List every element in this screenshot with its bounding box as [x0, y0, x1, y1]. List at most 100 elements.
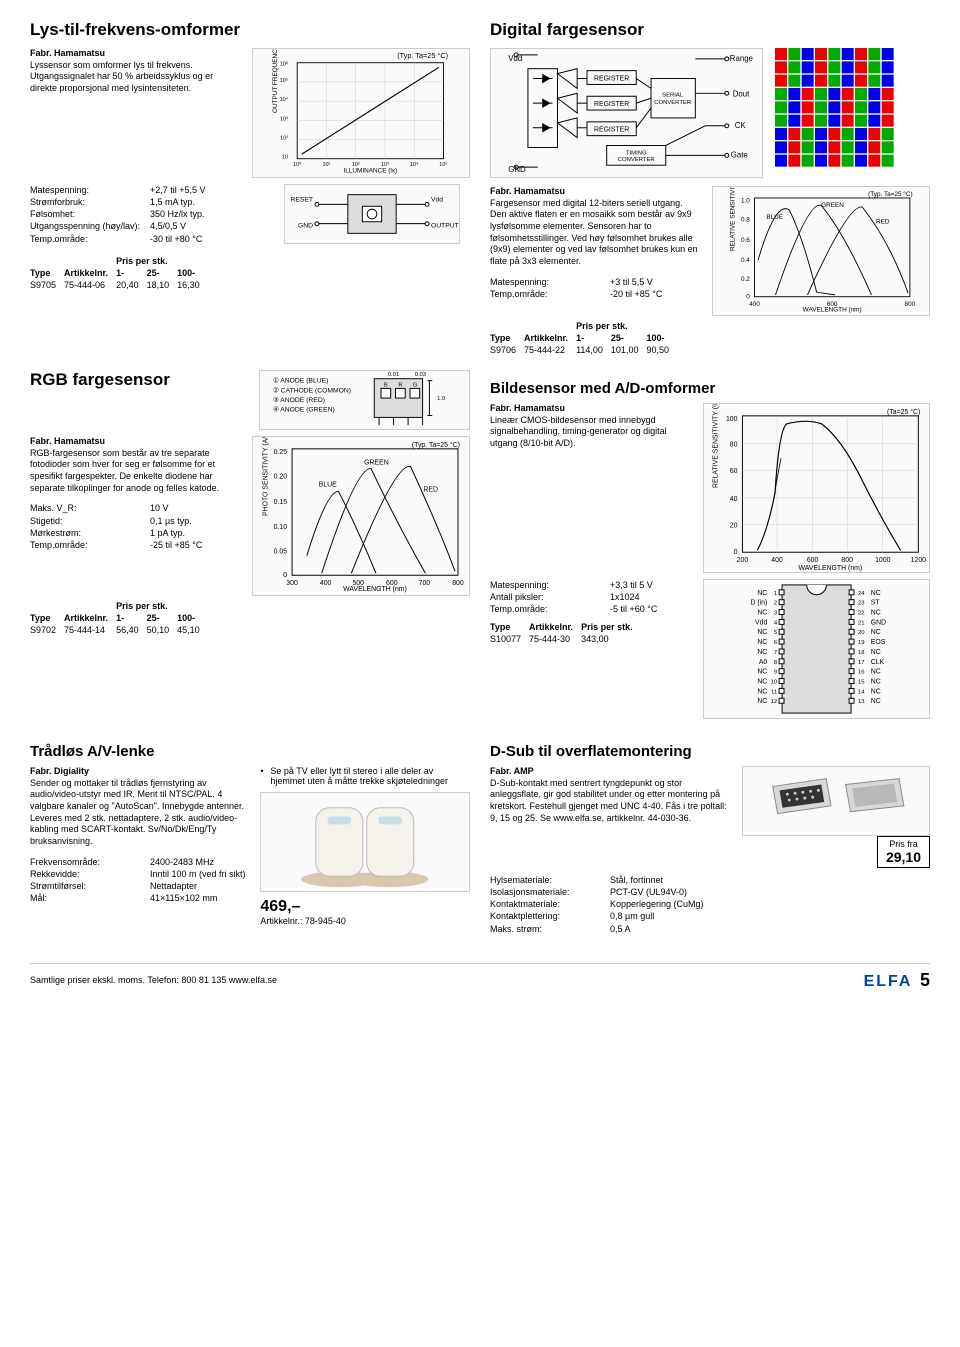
- product-image-av: [260, 792, 470, 892]
- td: 18,10: [147, 279, 178, 291]
- spec-l: Matespenning:: [30, 184, 150, 196]
- pinout-rgb: ① ANODE (BLUE) ② CATHODE (COMMON) ③ ANOD…: [259, 370, 470, 430]
- spec-v: +2,7 til +5,5 V: [150, 184, 206, 196]
- svg-text:RED: RED: [423, 486, 438, 493]
- svg-text:Gate: Gate: [731, 150, 749, 159]
- svg-text:④ ANODE (GREEN): ④ ANODE (GREEN): [273, 406, 335, 414]
- svg-text:200: 200: [737, 557, 749, 564]
- svg-text:① ANODE (BLUE): ① ANODE (BLUE): [273, 377, 329, 385]
- spec-l: Matespenning:: [490, 276, 610, 288]
- section-image-sensor: Bildesensor med A/D-omformer Fabr. Hamam…: [490, 380, 930, 719]
- svg-text:TIMING: TIMING: [626, 150, 647, 156]
- svg-text:B: B: [384, 382, 388, 388]
- th: 100-: [177, 267, 208, 279]
- svg-text:ILLUMINANCE (lx): ILLUMINANCE (lx): [343, 167, 397, 174]
- svg-text:PHOTO SENSITIVITY (A/W): PHOTO SENSITIVITY (A/W): [262, 437, 269, 516]
- chart-cmos-sens: (Ta=25 °C) RELATIVE SENSITIVITY (%) WAVE…: [703, 403, 930, 573]
- svg-text:12: 12: [770, 699, 777, 705]
- svg-text:700: 700: [418, 580, 430, 587]
- svg-text:EOS: EOS: [871, 639, 886, 646]
- svg-text:RED: RED: [876, 219, 890, 226]
- svg-text:OUTPUT FREQUENCY (Hz): OUTPUT FREQUENCY (Hz): [272, 49, 279, 113]
- spec-l: Utgangsspenning (høy/lav):: [30, 220, 150, 232]
- page-footer: Samtlige priser ekskl. moms. Telefon: 80…: [30, 963, 930, 991]
- td: 20,40: [116, 279, 147, 291]
- svg-text:19: 19: [858, 640, 865, 646]
- svg-text:Dout: Dout: [733, 89, 750, 98]
- svg-text:NC: NC: [757, 610, 767, 617]
- svg-text:0.6: 0.6: [741, 237, 750, 244]
- svg-text:13: 13: [858, 699, 865, 705]
- desc-dsub: D-Sub-kontakt med sentrert tyngdepunkt o…: [490, 778, 727, 823]
- svg-text:1: 1: [774, 591, 777, 597]
- svg-text:600: 600: [386, 580, 398, 587]
- section-digital-color: Digital fargesensor Vdd Range Dout CK Ga…: [490, 20, 930, 356]
- artnr-label: Artikkelnr.:: [260, 916, 305, 926]
- svg-text:REGISTER: REGISTER: [594, 101, 629, 108]
- svg-text:600: 600: [826, 301, 837, 308]
- svg-text:CONVERTER: CONVERTER: [654, 100, 691, 106]
- svg-text:Vdd: Vdd: [431, 196, 443, 203]
- svg-text:WAVELENGTH (nm): WAVELENGTH (nm): [798, 565, 862, 572]
- svg-text:10⁴: 10⁴: [410, 161, 419, 168]
- svg-text:NC: NC: [757, 698, 767, 705]
- svg-text:NC: NC: [757, 679, 767, 686]
- svg-text:500: 500: [352, 580, 364, 587]
- svg-text:0: 0: [746, 294, 750, 301]
- price-table-ltf: Pris per stk. Type Artikkelnr. 1- 25- 10…: [30, 255, 208, 291]
- title-ltf: Lys-til-frekvens-omformer: [30, 20, 470, 40]
- svg-text:0.20: 0.20: [273, 473, 287, 480]
- svg-text:1200: 1200: [911, 557, 927, 564]
- svg-text:10²: 10²: [280, 136, 288, 142]
- th: Artikkelnr.: [64, 267, 116, 279]
- td: 16,30: [177, 279, 208, 291]
- svg-text:ST: ST: [871, 600, 881, 607]
- svg-text:0: 0: [734, 549, 738, 556]
- svg-text:0.10: 0.10: [273, 524, 287, 531]
- svg-text:RESET: RESET: [291, 196, 314, 203]
- svg-text:NC: NC: [871, 679, 881, 686]
- spec-l: Strømforbruk:: [30, 196, 150, 208]
- td: S9705: [30, 279, 64, 291]
- svg-text:CK: CK: [735, 121, 747, 130]
- th: 25-: [147, 267, 178, 279]
- svg-text:③ ANODE (RED): ③ ANODE (RED): [273, 396, 325, 404]
- title-dsub: D-Sub til overflatemontering: [490, 743, 930, 760]
- svg-text:17: 17: [858, 660, 865, 666]
- svg-text:(Typ. Ta=25 °C): (Typ. Ta=25 °C): [868, 190, 913, 198]
- svg-text:0.01: 0.01: [388, 372, 399, 378]
- svg-text:22: 22: [858, 611, 865, 617]
- svg-text:4: 4: [774, 620, 778, 626]
- svg-text:0.03: 0.03: [415, 372, 426, 378]
- price-table-rgb: Pris per stk. Type Artikkelnr. 1- 25- 10…: [30, 600, 208, 636]
- svg-text:800: 800: [904, 301, 915, 308]
- svg-text:NC: NC: [757, 669, 767, 676]
- artnr-av: 78-945-40: [305, 916, 346, 926]
- svg-text:NC: NC: [871, 698, 881, 705]
- manuf-dsub: Fabr. AMP: [490, 766, 534, 776]
- chart-rel-sens: (Typ. Ta=25 °C) RELATIVE SENSITIVITY WAV…: [712, 186, 930, 316]
- spec-v: +3 til 5,5 V: [610, 276, 653, 288]
- svg-text:GND: GND: [298, 223, 313, 230]
- svg-text:21: 21: [858, 620, 865, 626]
- svg-text:60: 60: [730, 468, 738, 475]
- svg-text:GND: GND: [871, 619, 886, 626]
- spec-v: -20 til +85 °C: [610, 288, 662, 300]
- svg-text:1.0: 1.0: [741, 198, 750, 205]
- price-table-dcs: Pris per stk. Type Artikkelnr. 1- 25- 10…: [490, 320, 677, 356]
- desc-rgb: RGB-fargesensor som består av tre separa…: [30, 448, 219, 493]
- manuf-rgb: Fabr. Hamamatsu: [30, 436, 105, 446]
- svg-text:NC: NC: [871, 629, 881, 636]
- svg-text:18: 18: [858, 650, 865, 656]
- spec-v: 350 Hz/lx typ.: [150, 208, 205, 220]
- svg-text:BLUE: BLUE: [766, 214, 783, 221]
- svg-text:0.15: 0.15: [273, 499, 287, 506]
- svg-text:0.4: 0.4: [741, 257, 750, 264]
- footer-text: Samtlige priser ekskl. moms. Telefon: 80…: [30, 975, 277, 985]
- manuf-av: Fabr. Digiality: [30, 766, 89, 776]
- svg-text:7: 7: [774, 650, 777, 656]
- svg-text:23: 23: [858, 601, 865, 607]
- svg-text:0.25: 0.25: [273, 449, 287, 456]
- title-rgb: RGB fargesensor: [30, 370, 247, 390]
- spec-v: -30 til +80 °C: [150, 233, 202, 245]
